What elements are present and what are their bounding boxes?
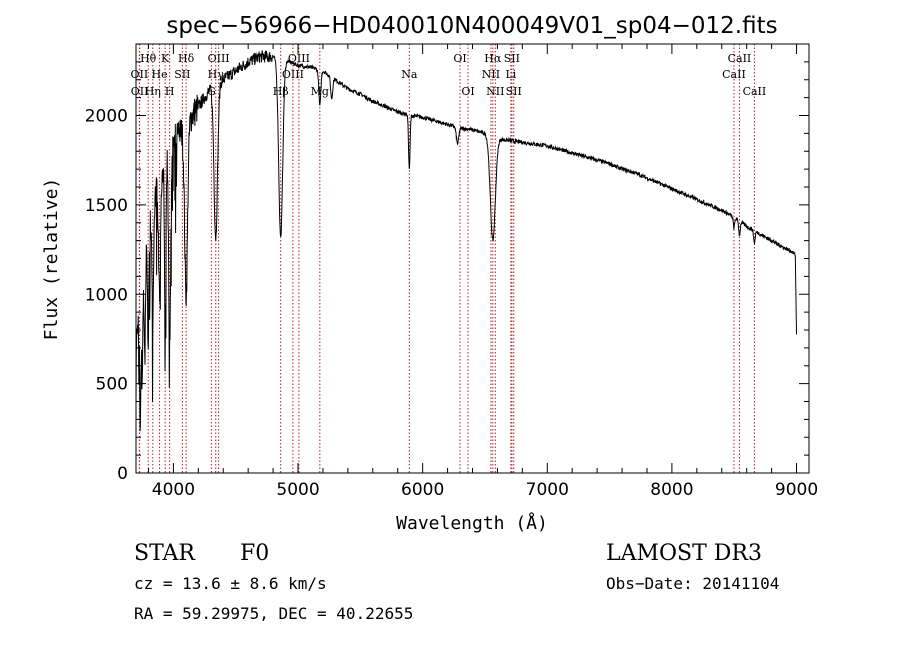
y-tick-label: 1000	[85, 285, 128, 305]
x-axis-ticks: 4000 5000 6000 7000 8000 9000	[147, 44, 818, 500]
line-marker-label: OI	[461, 85, 474, 98]
sky-coordinates: RA = 59.29975, DEC = 40.22655	[134, 604, 413, 623]
line-marker-label: Hα	[484, 52, 502, 65]
x-tick-label: 7000	[526, 480, 569, 500]
redshift-readout: cz = 13.6 ± 8.6 km/s	[134, 574, 327, 593]
line-marker-label: Hθ	[140, 52, 157, 65]
object-class: STAR	[134, 541, 196, 566]
y-axis-ticks: 0 500 1000 1500 2000	[85, 61, 809, 484]
x-tick-label: 5000	[276, 480, 319, 500]
plot-frame	[135, 43, 810, 474]
x-axis-label: Wavelength (Å)	[396, 512, 548, 534]
y-tick-label: 2000	[85, 107, 128, 127]
line-marker-label: NII	[482, 68, 500, 81]
line-marker-label: CaII	[743, 85, 767, 98]
line-marker-label: CaII	[728, 52, 752, 65]
spectrum-line	[135, 50, 797, 432]
survey-name: LAMOST DR3	[606, 541, 762, 566]
line-marker-label: SII	[506, 85, 522, 98]
line-marker-label: SII	[504, 52, 520, 65]
line-marker-label: Mg	[311, 85, 329, 98]
line-marker-label: SII	[174, 68, 190, 81]
line-marker-label: OII	[131, 85, 149, 98]
line-marker-label: H	[165, 85, 175, 98]
y-tick-label: 1500	[85, 196, 128, 216]
line-marker-label: Na	[401, 68, 418, 81]
y-axis-label: Flux (relative)	[41, 178, 62, 341]
y-tick-label: 0	[117, 464, 128, 484]
line-marker-label: OIII	[282, 68, 304, 81]
line-marker-label: Hη	[145, 85, 161, 98]
line-marker-label: OIII	[288, 52, 310, 65]
x-tick-label: 9000	[775, 480, 818, 500]
line-marker-label: OI	[453, 52, 466, 65]
line-marker-label: Hδ	[178, 52, 195, 65]
line-marker-label: He	[152, 68, 168, 81]
line-markers	[138, 44, 755, 473]
line-marker-label: Li	[505, 68, 516, 81]
line-marker-label: K	[161, 52, 170, 65]
line-marker-label: Hβ	[273, 85, 289, 98]
line-marker-label: NII	[486, 85, 504, 98]
y-tick-label: 500	[96, 375, 128, 395]
spectral-subclass: F0	[240, 541, 269, 566]
line-marker-label: CaII	[722, 68, 746, 81]
x-tick-label: 4000	[152, 480, 195, 500]
chart-title: spec−56966−HD040010N400049V01_sp04−012.f…	[166, 13, 777, 39]
line-marker-label: OIII	[208, 52, 230, 65]
x-tick-label: 8000	[650, 480, 693, 500]
x-tick-label: 6000	[401, 480, 444, 500]
line-marker-label: OII	[131, 68, 149, 81]
line-marker-label: Hγ	[208, 68, 225, 81]
observation-date: Obs−Date: 20141104	[606, 574, 779, 593]
